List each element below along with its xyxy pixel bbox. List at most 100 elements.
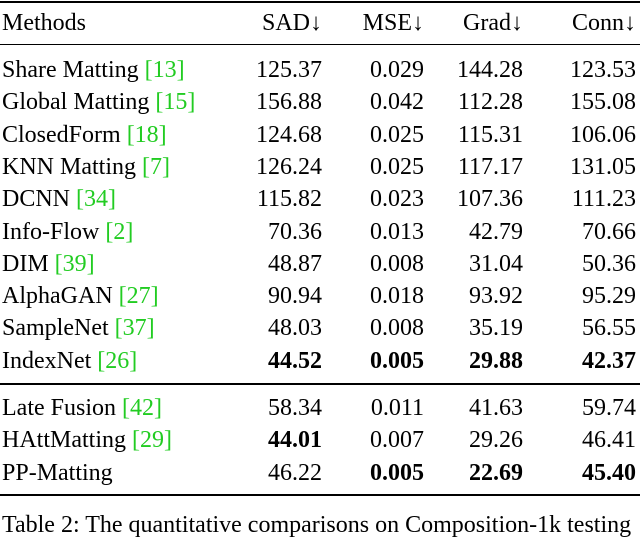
method-cell: ClosedForm [18] (2, 121, 167, 149)
citation[interactable]: [34] (76, 186, 116, 213)
value-cell: 22.69 (469, 459, 523, 486)
group-rule (0, 383, 640, 385)
method-name: PP-Matting (2, 459, 113, 486)
method-name: KNN Matting (2, 153, 136, 180)
header-cell: SAD↓ (261, 10, 322, 36)
method-name: DIM (2, 250, 49, 277)
value-cell: 131.05 (570, 153, 636, 180)
value-cell: 29.88 (469, 347, 523, 374)
value-cell: 0.008 (370, 250, 424, 277)
value-cell: 115.31 (457, 121, 523, 148)
citation[interactable]: [42] (122, 395, 162, 421)
value-cell: 0.005 (370, 459, 424, 486)
method-name: HAttMatting (2, 427, 126, 454)
method-name: Share Matting (2, 57, 139, 83)
citation[interactable]: [18] (126, 121, 167, 148)
value-cell: 50.36 (582, 250, 636, 277)
value-cell: 29.26 (469, 427, 523, 454)
value-cell: 42.79 (469, 218, 523, 245)
header-rule (0, 44, 640, 45)
value-cell: 0.005 (370, 347, 424, 374)
citation[interactable]: [37] (114, 315, 155, 342)
value-cell: 107.36 (457, 186, 523, 213)
citation[interactable]: [26] (97, 347, 138, 374)
value-cell: 59.74 (582, 395, 636, 421)
header-cell: Conn↓ (571, 10, 636, 36)
method-name: IndexNet (2, 347, 92, 374)
value-cell: 155.08 (570, 89, 636, 116)
value-cell: 117.17 (457, 153, 523, 180)
value-cell: 0.008 (370, 315, 424, 342)
method-cell: Share Matting [13] (2, 56, 185, 84)
value-cell: 58.34 (268, 395, 322, 421)
method-name: ClosedForm (2, 121, 121, 148)
value-cell: 46.22 (268, 459, 322, 486)
method-name: SampleNet (2, 315, 109, 342)
value-cell: 126.24 (256, 153, 322, 180)
method-name: Late Fusion (2, 395, 116, 421)
value-cell: 45.40 (582, 459, 636, 486)
method-cell: DCNN [34] (2, 185, 116, 213)
citation[interactable]: [13] (144, 57, 185, 83)
method-cell: IndexNet [26] (2, 347, 137, 375)
method-cell: DIM [39] (2, 250, 95, 278)
method-cell: SampleNet [37] (2, 314, 155, 342)
value-cell: 93.92 (469, 283, 523, 310)
value-cell: 48.87 (268, 250, 322, 277)
method-cell: Late Fusion [42] (2, 394, 162, 422)
value-cell: 70.36 (268, 218, 322, 245)
value-cell: 48.03 (268, 315, 322, 342)
value-cell: 0.018 (370, 283, 424, 310)
caption: Table 2: The quantitative comparisons on… (2, 512, 632, 538)
bottom-rule (0, 494, 640, 496)
value-cell: 95.29 (582, 283, 636, 310)
value-cell: 42.37 (582, 347, 636, 374)
method-name: Info-Flow (2, 218, 100, 245)
citation[interactable]: [7] (142, 153, 170, 180)
value-cell: 0.023 (370, 186, 424, 213)
citation[interactable]: [39] (54, 250, 95, 277)
value-cell: 0.025 (370, 153, 424, 180)
value-cell: 0.013 (370, 218, 424, 245)
value-cell: 112.28 (457, 89, 523, 116)
method-cell: KNN Matting [7] (2, 153, 170, 181)
value-cell: 0.011 (370, 395, 424, 421)
method-name: AlphaGAN (2, 283, 113, 310)
value-cell: 106.06 (570, 121, 636, 148)
value-cell: 144.28 (457, 57, 523, 83)
value-cell: 0.025 (370, 121, 424, 148)
header-cell: Grad↓ (463, 10, 523, 36)
value-cell: 31.04 (469, 250, 523, 277)
value-cell: 125.37 (256, 57, 322, 83)
value-cell: 70.66 (582, 218, 636, 245)
top-rule (0, 1, 640, 3)
citation[interactable]: [27] (118, 283, 159, 310)
value-cell: 156.88 (256, 89, 322, 116)
citation[interactable]: [29] (132, 427, 172, 454)
value-cell: 44.52 (268, 347, 322, 374)
method-cell: Global Matting [15] (2, 88, 195, 116)
header-cell: MSE↓ (362, 10, 424, 36)
method-name: DCNN (2, 186, 71, 213)
value-cell: 41.63 (469, 395, 523, 421)
value-cell: 44.01 (268, 427, 322, 454)
value-cell: 0.029 (370, 57, 424, 83)
method-cell: PP-Matting (2, 459, 113, 487)
method-cell: AlphaGAN [27] (2, 282, 159, 310)
citation[interactable]: [2] (105, 218, 134, 245)
value-cell: 56.55 (582, 315, 636, 342)
value-cell: 90.94 (268, 283, 322, 310)
citation[interactable]: [15] (155, 89, 196, 116)
method-name: Global Matting (2, 89, 150, 116)
value-cell: 0.042 (370, 89, 424, 116)
value-cell: 111.23 (571, 186, 636, 213)
value-cell: 46.41 (582, 427, 636, 454)
method-cell: HAttMatting [29] (2, 426, 172, 454)
value-cell: 35.19 (469, 315, 523, 342)
method-cell: Info-Flow [2] (2, 218, 133, 246)
value-cell: 115.82 (256, 186, 322, 213)
value-cell: 124.68 (256, 121, 322, 148)
value-cell: 123.53 (570, 57, 636, 83)
header-cell: Methods (2, 10, 86, 36)
